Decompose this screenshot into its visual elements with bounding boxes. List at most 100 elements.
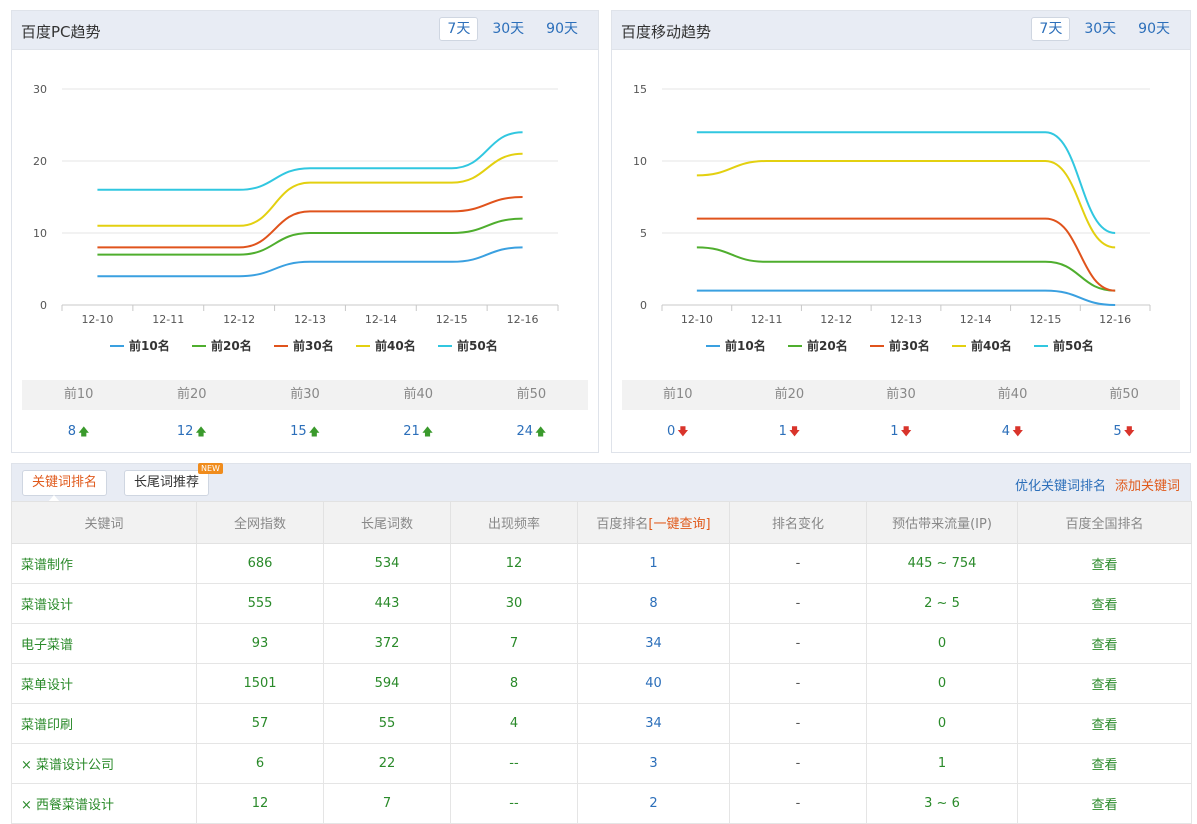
mobile-rank-value: 4 <box>1001 424 1011 439</box>
rank-change-cell: - <box>729 703 867 744</box>
index-cell: 1501 <box>196 663 324 704</box>
longtail-count-cell: 22 <box>323 743 451 784</box>
pc-legend-label: 前30名 <box>293 338 334 353</box>
mobile-range-tabs: 7天 30天 90天 <box>1031 17 1178 41</box>
est-traffic-cell: 0 <box>866 703 1018 744</box>
rank-change-cell: - <box>729 543 867 584</box>
pc-range-30d[interactable]: 30天 <box>492 21 525 37</box>
est-traffic-cell: 1 <box>866 743 1018 784</box>
mobile-rank-header: 前50 <box>1109 387 1139 402</box>
mobile-rank-value-cell: 1 🡇 <box>845 417 957 447</box>
pc-legend-label: 前40名 <box>375 338 416 353</box>
keyword-cell[interactable]: 菜谱设计 <box>11 583 197 624</box>
pc-x-tick-label: 12-11 <box>152 313 184 326</box>
pc-y-tick-label: 30 <box>33 83 47 96</box>
pc-rank-value: 8 <box>67 424 77 439</box>
pc-panel-title: 百度PC趋势 <box>21 23 101 41</box>
rank-change-cell: - <box>729 783 867 824</box>
pc-rank-header: 前10 <box>63 387 94 402</box>
keyword-cell[interactable]: 菜谱制作 <box>11 543 197 584</box>
col-longtail-count: 长尾词数 <box>323 501 451 544</box>
mobile-trend-chart: 0 5 10 15 12-10 12-11 12-12 12-13 12-14 12-15 12-1… <box>633 83 1151 353</box>
table-row: 菜谱设计 555 443 30 8-2 ~ 5 查看 <box>11 583 1192 624</box>
mobile-x-tick-label: 12-14 <box>960 313 992 326</box>
est-traffic-cell: 445 ~ 754 <box>866 543 1018 584</box>
longtail-count-cell: 594 <box>323 663 451 704</box>
mobile-range-30d[interactable]: 30天 <box>1084 21 1117 37</box>
longtail-count-cell: 55 <box>323 703 451 744</box>
pc-series-line <box>97 246 523 278</box>
pc-rank-value-cell: 15 🡅 <box>248 417 361 447</box>
longtail-count-cell: 372 <box>323 623 451 664</box>
mobile-x-tick-label: 12-10 <box>681 313 713 326</box>
mobile-rank-value-row: 0 🡇 1 🡇 1 🡇 4 🡇 5 🡇 <box>622 417 1180 447</box>
index-cell: 93 <box>196 623 324 664</box>
mobile-range-90d[interactable]: 90天 <box>1138 21 1170 37</box>
pc-rank-header: 前50 <box>516 387 547 402</box>
mobile-rank-header: 前10 <box>663 387 693 402</box>
arrow-down-icon: 🡇 <box>900 425 912 438</box>
pc-rank-header-row: 前10 前20 前30 前40 前50 <box>22 380 588 410</box>
table-row: 电子菜谱 93 372 7 34-0 查看 <box>11 623 1192 664</box>
rank-change-cell: - <box>729 623 867 664</box>
mobile-series-line <box>696 246 1116 292</box>
national-rank-link[interactable]: 查看 <box>1017 743 1192 784</box>
national-rank-link[interactable]: 查看 <box>1017 583 1192 624</box>
baidu-rank-cell: 40 <box>577 663 730 704</box>
mobile-panel-header: 百度移动趋势 7天 30天 90天 <box>612 11 1190 50</box>
national-rank-link[interactable]: 查看 <box>1017 703 1192 744</box>
pc-x-tick-label: 12-12 <box>223 313 255 326</box>
mobile-series-line <box>696 217 1116 292</box>
one-click-query-link[interactable]: [一键查询] <box>648 517 711 532</box>
keyword-cell[interactable]: 菜谱印刷 <box>11 703 197 744</box>
arrow-down-icon: 🡇 <box>677 425 689 438</box>
keyword-cell[interactable]: 菜单设计 <box>11 663 197 704</box>
pc-range-90d[interactable]: 90天 <box>546 21 578 37</box>
mobile-x-tick-label: 12-16 <box>1099 313 1131 326</box>
mobile-x-tick-label: 12-13 <box>890 313 922 326</box>
col-keyword: 关键词 <box>11 501 197 544</box>
mobile-trend-panel: 百度移动趋势 7天 30天 90天 0 5 10 15 12-10 12-11 12-12 1… <box>611 10 1191 453</box>
baidu-rank-cell: 8 <box>577 583 730 624</box>
add-keyword-link[interactable]: 添加关键词 <box>1114 479 1180 494</box>
pc-range-tabs: 7天 30天 90天 <box>439 17 586 41</box>
mobile-rank-header: 前40 <box>997 387 1028 402</box>
pc-rank-value-cell: 12 🡅 <box>135 417 248 447</box>
frequency-cell: 4 <box>450 703 578 744</box>
pc-x-tick-label: 12-14 <box>365 313 397 326</box>
mobile-x-tick-label: 12-12 <box>820 313 852 326</box>
national-rank-link[interactable]: 查看 <box>1017 623 1192 664</box>
tab-keyword-ranking[interactable]: 关键词排名 <box>22 470 108 496</box>
pc-trend-panel: 百度PC趋势 7天 30天 90天 0 10 20 30 12-10 12-11 12-12… <box>11 10 599 453</box>
pc-y-tick-label: 10 <box>33 227 47 240</box>
rank-change-cell: - <box>729 663 867 704</box>
pc-rank-value-cell: 24 🡅 <box>475 417 588 447</box>
mobile-x-tick-label: 12-15 <box>1029 313 1061 326</box>
table-row: × 西餐菜谱设计 12 7 -- 2-3 ~ 6 查看 <box>11 783 1192 824</box>
mobile-y-tick-label: 5 <box>640 227 647 240</box>
baidu-rank-cell: 2 <box>577 783 730 824</box>
pc-x-tick-label: 12-13 <box>294 313 326 326</box>
optimize-ranking-link[interactable]: 优化关键词排名 <box>1014 479 1106 494</box>
pc-range-7d[interactable]: 7天 <box>439 17 479 41</box>
frequency-cell: -- <box>450 783 578 824</box>
tab-longtail-recommend[interactable]: 长尾词推荐 <box>124 470 210 496</box>
est-traffic-cell: 2 ~ 5 <box>866 583 1018 624</box>
pc-x-tick-label: 12-16 <box>507 313 539 326</box>
table-row: 菜单设计 1501 594 8 40-0 查看 <box>11 663 1192 704</box>
national-rank-link[interactable]: 查看 <box>1017 543 1192 584</box>
national-rank-link[interactable]: 查看 <box>1017 663 1192 704</box>
col-baidu-rank-label: 百度排名 <box>596 517 649 532</box>
baidu-rank-cell: 34 <box>577 703 730 744</box>
mobile-rank-value: 5 <box>1113 424 1122 439</box>
keyword-cell[interactable]: 电子菜谱 <box>11 623 197 664</box>
mobile-panel-title: 百度移动趋势 <box>621 23 712 41</box>
keyword-cell[interactable]: × 西餐菜谱设计 <box>11 783 197 824</box>
pc-rank-value-row: 8 🡅 12 🡅 15 🡅 21 🡅 24 🡅 <box>22 417 588 447</box>
national-rank-link[interactable]: 查看 <box>1017 783 1192 824</box>
col-baidu-rank: 百度排名[一键查询] <box>577 501 730 544</box>
keyword-cell[interactable]: × 菜谱设计公司 <box>11 743 197 784</box>
mobile-range-7d[interactable]: 7天 <box>1031 17 1071 41</box>
pc-series-line <box>97 196 523 249</box>
col-rank-change: 排名变化 <box>729 501 867 544</box>
